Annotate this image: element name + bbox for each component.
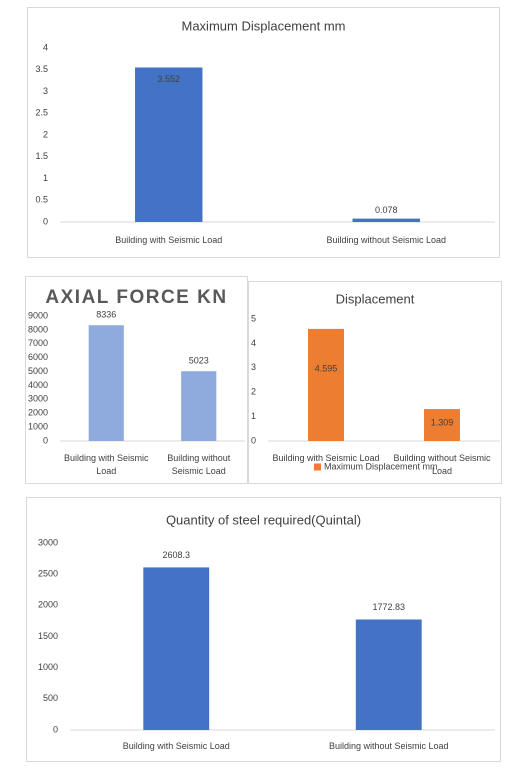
y-tick-label: 5 xyxy=(251,313,256,323)
chart-panel xyxy=(26,497,501,762)
legend-label: Maximum Displacement mm xyxy=(324,461,438,471)
data-label: 1.309 xyxy=(431,417,454,427)
y-tick-label: 2000 xyxy=(28,408,48,418)
x-tick-label-box: Building without Seismic Load xyxy=(328,741,449,751)
y-tick-label: 3 xyxy=(43,86,48,96)
x-tick-label-box: Building without Seismic Load xyxy=(326,235,447,245)
bar xyxy=(88,325,124,441)
y-tick-label: 8000 xyxy=(28,324,48,334)
data-label: 3.552 xyxy=(157,74,180,84)
bar xyxy=(355,619,422,730)
y-tick-label: 5000 xyxy=(28,366,48,376)
x-tick-label: Building with Seismic Load xyxy=(63,453,149,476)
y-tick-label: 0 xyxy=(43,435,48,445)
y-tick-label: 9000 xyxy=(28,310,48,320)
y-tick-label: 3000 xyxy=(28,394,48,404)
y-tick-label: 0.5 xyxy=(35,195,48,205)
x-tick-label-box: Building with Seismic Load xyxy=(122,741,230,751)
y-tick-label: 1500 xyxy=(38,631,58,641)
x-tick-label-box: Building with Seismic Load xyxy=(115,235,223,245)
y-tick-label: 1000 xyxy=(38,662,58,672)
y-tick-label: 2000 xyxy=(38,600,58,610)
chart-title: AXIAL FORCE KN xyxy=(45,287,227,308)
y-tick-label: 0 xyxy=(251,435,256,445)
y-tick-label: 2 xyxy=(251,387,256,397)
x-tick-label-box: Building with Seismic Load xyxy=(63,453,149,476)
chart-panel xyxy=(248,281,502,484)
x-tick-label-box: Building without Seismic Load xyxy=(167,453,231,476)
data-label: 2608.3 xyxy=(162,550,190,560)
data-label: 1772.83 xyxy=(372,602,405,612)
data-label: 5023 xyxy=(189,356,209,366)
y-tick-label: 4000 xyxy=(28,380,48,390)
data-label: 0.078 xyxy=(375,205,398,215)
y-tick-label: 2 xyxy=(43,129,48,139)
y-tick-label: 1 xyxy=(43,173,48,183)
y-tick-label: 2.5 xyxy=(35,108,48,118)
chart-title: Displacement xyxy=(336,291,415,306)
x-tick-label: Building with Seismic Load xyxy=(115,235,223,245)
chart-panel xyxy=(27,7,500,258)
chart-title: Quantity of steel required(Quintal) xyxy=(166,512,361,527)
bar xyxy=(424,409,460,441)
y-tick-label: 3 xyxy=(251,362,256,372)
x-tick-label: Building without Seismic Load xyxy=(393,453,491,476)
y-tick-label: 6000 xyxy=(28,352,48,362)
x-tick-label-box: Building without Seismic Load xyxy=(393,453,491,476)
x-tick-label: Building without Seismic Load xyxy=(326,235,447,245)
y-tick-label: 4 xyxy=(43,42,48,52)
y-tick-label: 2500 xyxy=(38,569,58,579)
x-tick-label: Building without Seismic Load xyxy=(328,741,449,751)
data-label: 8336 xyxy=(96,310,116,320)
bar xyxy=(308,328,344,441)
y-tick-label: 4 xyxy=(251,338,256,348)
y-tick-label: 3.5 xyxy=(35,64,48,74)
y-tick-label: 0 xyxy=(53,724,58,734)
y-tick-label: 500 xyxy=(43,693,58,703)
y-tick-label: 0 xyxy=(43,216,48,226)
chart-title: Maximum Displacement mm xyxy=(182,18,346,33)
bar xyxy=(143,567,210,730)
data-label: 4.595 xyxy=(315,363,338,373)
bar xyxy=(135,67,203,222)
y-tick-label: 3000 xyxy=(38,537,58,547)
x-tick-label: Building with Seismic Load xyxy=(272,453,380,463)
y-tick-label: 1 xyxy=(251,411,256,421)
x-tick-label: Building without Seismic Load xyxy=(167,453,231,476)
y-tick-label: 1000 xyxy=(28,421,48,431)
x-tick-label-box: Building with Seismic Load xyxy=(272,453,380,463)
legend-swatch xyxy=(314,463,321,471)
y-tick-label: 7000 xyxy=(28,338,48,348)
bar xyxy=(352,218,420,222)
bar xyxy=(181,371,217,441)
y-tick-label: 1.5 xyxy=(35,151,48,161)
x-tick-label: Building with Seismic Load xyxy=(122,741,230,751)
